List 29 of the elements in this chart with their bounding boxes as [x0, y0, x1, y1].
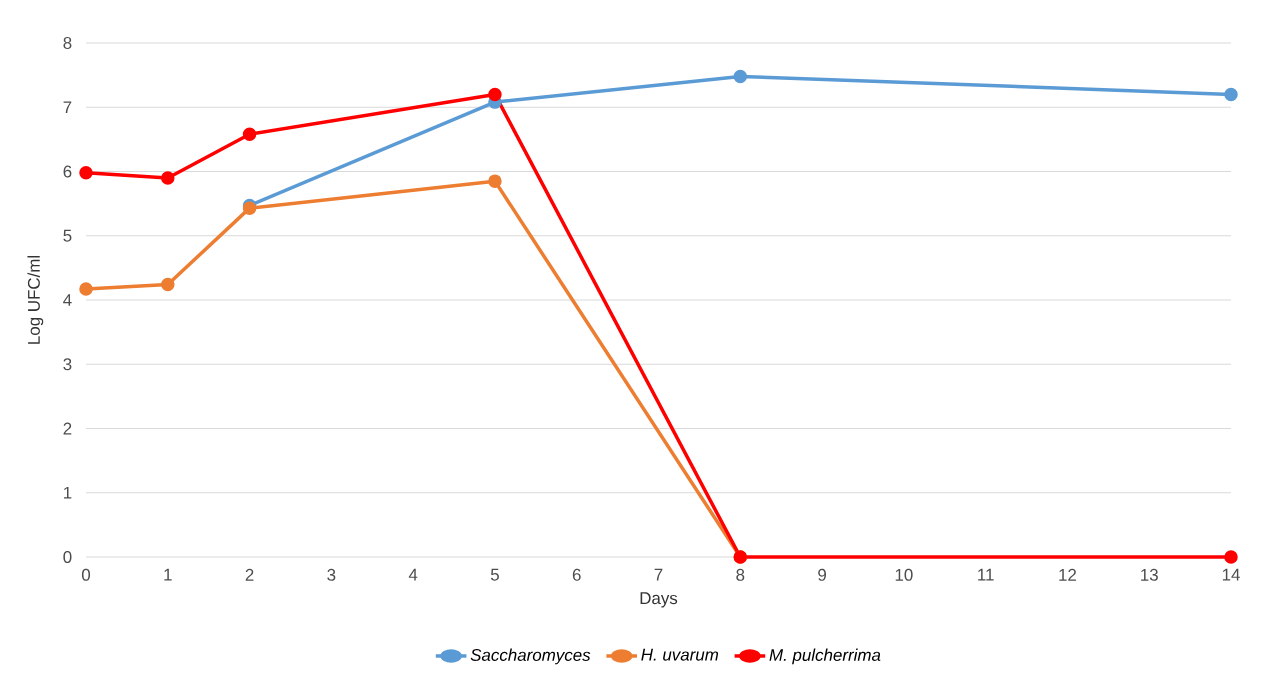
- x-tick-label: 4: [408, 568, 418, 581]
- x-tick-label: 6: [572, 568, 581, 581]
- legend-label: M. pulcherrima: [769, 648, 881, 665]
- y-tick-label: 2: [63, 422, 72, 435]
- y-tick-label: 5: [63, 229, 72, 242]
- y-tick-label: 7: [63, 101, 72, 114]
- x-tick-label: 7: [654, 568, 663, 581]
- legend-label: Saccharomyces: [470, 648, 591, 665]
- x-tick-label: 8: [736, 568, 745, 581]
- x-tick-label: 14: [1222, 568, 1240, 581]
- legend-label: H. uvarum: [641, 648, 719, 661]
- y-axis-title: Log UFC/ml: [27, 255, 44, 344]
- y-tick-label: 1: [64, 486, 72, 499]
- x-tick-label: 5: [490, 568, 499, 581]
- y-tick-label: 4: [63, 294, 72, 306]
- y-tick-label: 0: [63, 551, 72, 563]
- x-tick-label: 13: [1141, 568, 1158, 581]
- x-tick-label: 1: [164, 568, 172, 581]
- x-axis-title: Days: [640, 592, 678, 608]
- x-tick-label: 10: [895, 568, 913, 581]
- y-tick-label: 8: [63, 37, 72, 49]
- x-tick-label: 9: [818, 568, 826, 581]
- x-tick-label: 2: [245, 568, 254, 581]
- y-tick-label: 3: [63, 358, 72, 371]
- x-tick-label: 0: [81, 568, 91, 581]
- x-tick-label: 12: [1059, 568, 1076, 581]
- y-tick-label: 6: [63, 165, 72, 178]
- x-tick-label: 11: [978, 568, 994, 581]
- x-tick-label: 3: [327, 568, 336, 581]
